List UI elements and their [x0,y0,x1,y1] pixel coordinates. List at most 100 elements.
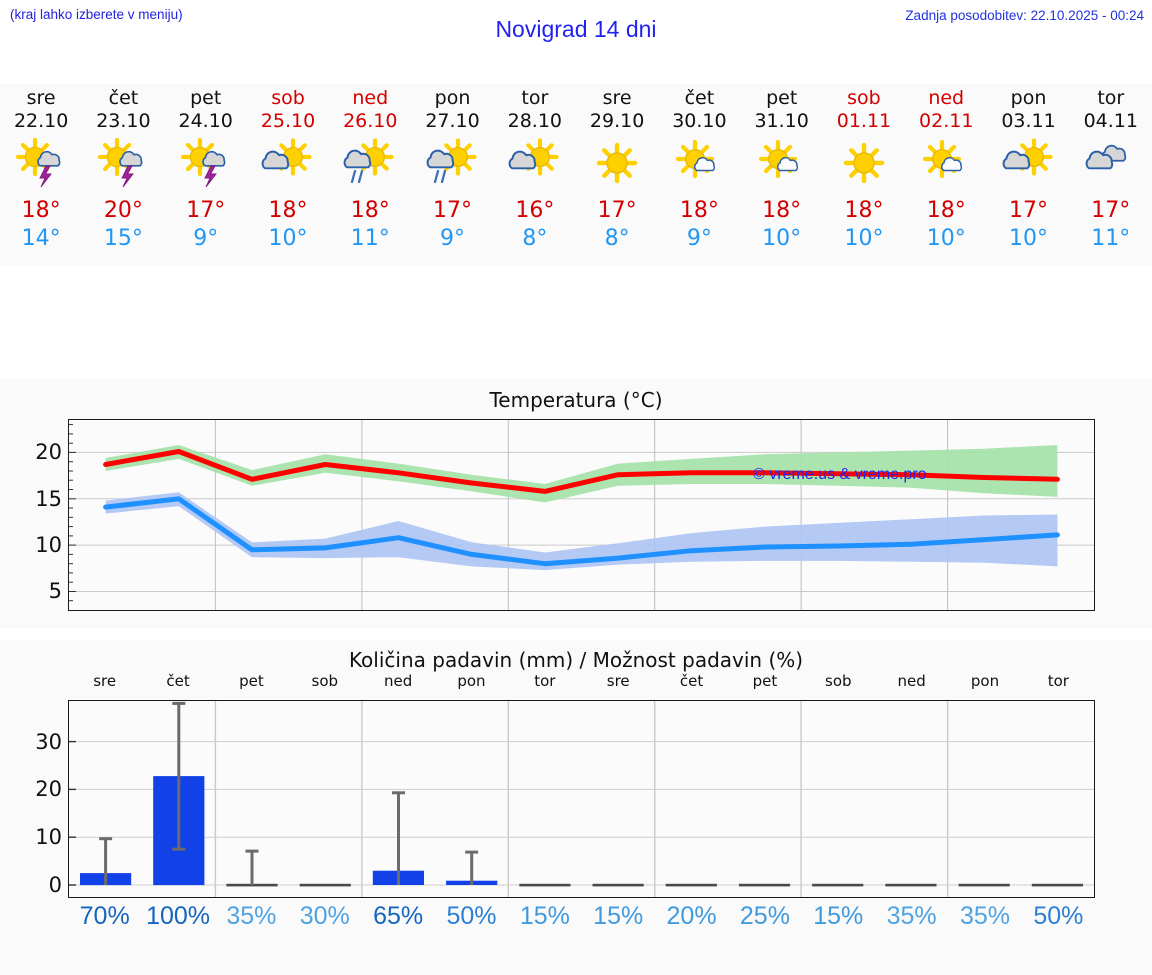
precipitation-day-labels: sre čet pet sob ned pon tor sre čet pet sob ned pon t… [68,672,1095,694]
menu-hint-label: (kraj lahko izberete v meniju) [10,7,183,22]
day-date-label: 22.10 [13,110,69,132]
precipitation-y-tick-label: 10 [35,825,62,850]
precipitation-day-label: pet [239,672,264,690]
precipitation-error-bar [172,701,186,851]
precipitation-day-label: pon [457,672,486,690]
precipitation-day-label: sre [606,672,630,690]
precipitation-bar [665,883,717,887]
temperature-y-tick-label: 15 [35,486,62,511]
forecast-day-column[interactable]: pet 31.10 18° 10° [741,84,823,266]
day-of-week-label: sob [271,87,305,109]
day-min-temp: 10° [926,226,966,251]
temperature-chart-section: Temperatura (°C) 5 10 15 20 [0,378,1152,628]
sun-small-cloud-icon [918,137,974,189]
last-updated-label: Zadnja posodobitev: 22.10.2025 - 00:24 [905,8,1144,23]
precipitation-plot-area: 0 10 20 30 [35,700,1095,898]
precipitation-probability-label: 15% [519,902,570,930]
forecast-day-column[interactable]: ned 02.11 18° 10° [905,84,987,266]
forecast-day-column[interactable]: sob 01.11 18° 10° [823,84,905,266]
precipitation-probability-label: 15% [593,902,644,930]
day-date-label: 30.10 [672,110,727,132]
day-max-temp: 17° [186,198,226,223]
day-of-week-label: ned [928,87,965,109]
precipitation-probability-label: 70% [79,902,130,930]
day-min-temp: 11° [350,226,390,251]
day-of-week-label: pet [766,87,798,109]
sun-behind-cloud-icon [260,137,316,189]
precipitation-day-label: tor [1047,672,1069,690]
precipitation-y-tick-label: 30 [35,729,62,754]
day-min-temp: 10° [268,226,308,251]
precipitation-bar [592,883,644,887]
forecast-day-column[interactable]: sre 29.10 17° 8° [576,84,658,266]
precipitation-day-label: sob [311,672,339,690]
day-date-label: 23.10 [96,110,151,132]
precipitation-probability-label: 35% [226,902,277,930]
precipitation-bar [885,883,937,887]
precipitation-day-label: čet [166,672,190,690]
forecast-day-column[interactable]: pet 24.10 17° 9° [165,84,247,266]
precipitation-chart-title: Količina padavin (mm) / Možnost padavin … [348,648,804,672]
day-date-label: 01.11 [836,110,892,132]
day-date-label: 26.10 [343,110,398,132]
sun-cloud-thunder-icon [13,137,69,189]
temperature-chart-title: Temperatura (°C) [489,388,663,412]
forecast-day-column[interactable]: sre 22.10 18° 14° [0,84,82,266]
day-date-label: 24.10 [178,110,233,132]
sun-cloud-rain-icon [342,137,398,189]
day-min-temp: 10° [844,226,884,251]
forecast-day-column[interactable]: tor 04.11 17° 11° [1070,84,1152,266]
precipitation-bar [812,883,864,887]
forecast-day-column[interactable]: ned 26.10 18° 11° [329,84,411,266]
forecast-day-column[interactable]: čet 30.10 18° 9° [658,84,740,266]
day-max-temp: 18° [21,198,61,223]
sun-behind-cloud-icon [1001,137,1057,189]
precipitation-probability-label: 20% [666,902,717,930]
sun-cloud-thunder-icon [178,137,234,189]
precipitation-day-label: ned [897,672,926,690]
precipitation-day-label: pet [752,672,778,690]
forecast-day-column[interactable]: tor 28.10 16° 8° [494,84,576,266]
forecast-day-column[interactable]: pon 03.11 17° 10° [987,84,1069,266]
sun-cloud-rain-icon [425,137,481,189]
day-max-temp: 18° [350,198,390,223]
day-max-temp: 18° [268,198,308,223]
forecast-day-column[interactable]: sob 25.10 18° 10° [247,84,329,266]
precipitation-error-bar [465,850,479,885]
day-date-label: 04.11 [1083,110,1138,132]
day-max-temp: 17° [597,198,637,223]
day-max-temp: 18° [762,198,802,223]
page-title: Novigrad 14 dni [495,16,657,42]
day-max-temp: 17° [433,198,473,223]
forecast-day-column[interactable]: čet 23.10 20° 15° [82,84,164,266]
precipitation-probability-label: 100% [146,902,211,930]
precipitation-probability-label: 35% [959,902,1011,930]
temperature-y-tick-label: 10 [35,533,62,558]
precipitation-day-label: pon [970,672,1000,690]
temperature-plot-area: 5 10 15 20 [35,419,1095,611]
day-date-label: 03.11 [1001,110,1056,132]
forecast-day-column[interactable]: pon 27.10 17° 9° [411,84,493,266]
day-date-label: 29.10 [589,110,645,132]
precipitation-day-label: čet [679,672,704,690]
precipitation-bar [519,883,571,887]
day-of-week-label: ned [352,87,389,109]
precipitation-day-label: tor [534,672,556,690]
day-max-temp: 18° [926,198,966,223]
day-min-temp: 9° [193,226,219,251]
day-min-temp: 10° [762,226,802,251]
cloudy-icon [1083,137,1139,189]
day-min-temp: 9° [686,226,712,251]
day-of-week-label: tor [1097,87,1125,109]
day-of-week-label: čet [684,87,715,109]
header-bar: (kraj lahko izberete v meniju) Novigrad … [0,0,1152,62]
day-of-week-label: tor [521,87,549,109]
day-min-temp: 10° [1009,226,1049,251]
day-date-label: 27.10 [425,110,480,132]
precipitation-chart-section: Količina padavin (mm) / Možnost padavin … [0,640,1152,975]
day-max-temp: 18° [679,198,719,223]
temperature-y-tick-label: 5 [48,579,62,604]
sun-small-cloud-icon [671,137,727,189]
precipitation-probability-label: 15% [813,902,864,930]
precipitation-svg [69,701,1094,897]
